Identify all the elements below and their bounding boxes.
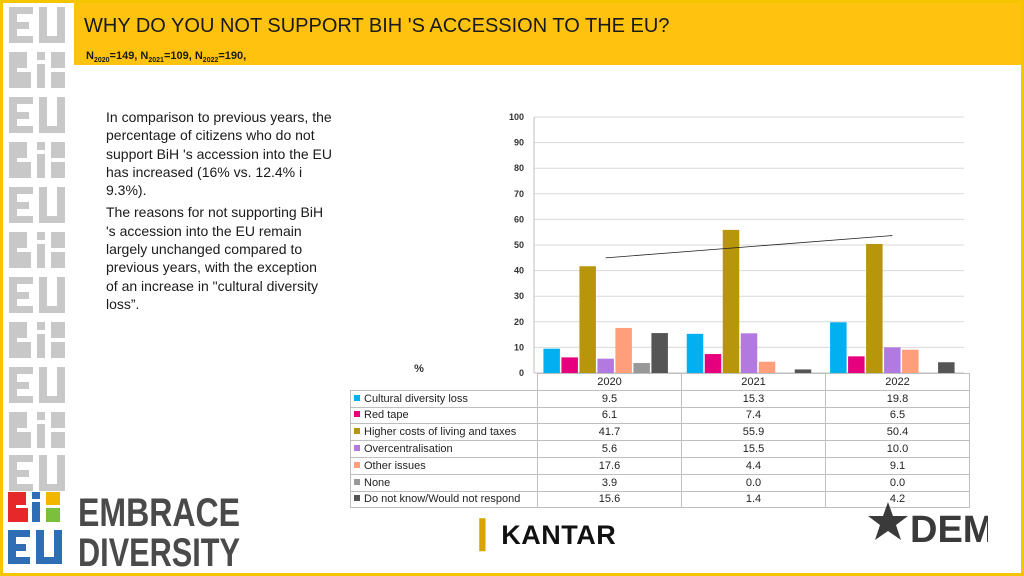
table-cell: 15.6 xyxy=(537,490,682,509)
commentary-paragraph-1: In comparison to previous years, the per… xyxy=(106,109,333,199)
table-cell: 19.8 xyxy=(825,389,970,408)
series-label: Higher costs of living and taxes xyxy=(350,423,538,442)
bar-2021-2 xyxy=(722,229,740,373)
y-tick-label: 40 xyxy=(514,266,524,276)
table-cell: 1.4 xyxy=(681,490,826,509)
table-row: Do not know/Would not respond 15.6 1.4 4.2 xyxy=(350,490,970,509)
series-label: Overcentralisation xyxy=(350,440,538,458)
bar-chart: 0 10 20 30 40 50 60 70 80 90 100% xyxy=(414,112,964,378)
bar-2020-1 xyxy=(561,357,578,373)
legend-swatch xyxy=(354,495,360,502)
kantar-logo: ▎KANTAR xyxy=(480,520,617,550)
table-header-row: 2020 2021 2022 xyxy=(351,373,970,391)
bar-2022-0 xyxy=(830,322,847,373)
bar-2021-4 xyxy=(758,361,776,373)
bar-2021-3 xyxy=(740,333,758,373)
series-label: Red tape xyxy=(350,406,538,425)
y-tick-label: 100 xyxy=(509,112,524,122)
table-row: Red tape 6.1 7.4 6.5 xyxy=(350,406,970,425)
bar-2020-3 xyxy=(597,358,614,373)
bih-eu-pattern-strip xyxy=(9,7,65,491)
bar-2021-6 xyxy=(794,369,812,373)
table-row: None 3.9 0.0 0.0 xyxy=(350,473,970,492)
star-icon xyxy=(868,502,908,540)
series-label: None xyxy=(350,473,538,492)
table-row: Overcentralisation 5.6 15.5 10.0 xyxy=(350,440,970,458)
column-header: 2021 xyxy=(681,373,826,391)
bar-2022-2 xyxy=(866,243,883,373)
header-bar: WHY DO YOU NOT SUPPORT BIH 'S ACCESSION … xyxy=(74,3,1021,65)
table-cell: 9.1 xyxy=(825,456,970,475)
series-label: Other issues xyxy=(350,456,538,475)
legend-swatch xyxy=(354,461,360,468)
table-cell: 50.4 xyxy=(825,423,970,442)
table-cell: 6.1 xyxy=(537,406,682,425)
y-axis-label: % xyxy=(414,363,424,375)
bar-2020-4 xyxy=(615,327,632,373)
kantar-mark-icon: ▎ xyxy=(480,520,502,550)
y-tick-label: 20 xyxy=(514,317,524,327)
table-cell: 4.4 xyxy=(681,456,826,475)
logo-text-embrace: EMBRACE xyxy=(78,491,240,535)
bar-2022-6 xyxy=(938,362,955,373)
series-label: Do not know/Would not respond xyxy=(350,490,538,509)
y-tick-label: 90 xyxy=(514,138,524,148)
bar-2020-6 xyxy=(651,333,668,373)
data-table: 2020 2021 2022 Cultural diversity loss 9.… xyxy=(350,373,970,509)
y-tick-label: 50 xyxy=(514,240,524,250)
bar-2022-3 xyxy=(884,347,901,373)
table-cell: 55.9 xyxy=(681,423,826,442)
trend-line xyxy=(605,235,893,259)
legend-swatch xyxy=(354,445,360,452)
table-cell: 0.0 xyxy=(825,473,970,492)
sample-size: N2020=149, N2021=109, N2022=190, xyxy=(86,50,247,65)
table-cell: 5.6 xyxy=(537,440,682,458)
table-row: Cultural diversity loss 9.5 15.3 19.8 xyxy=(350,389,970,408)
y-tick-label: 60 xyxy=(514,214,524,224)
table-cell: 15.3 xyxy=(681,389,826,408)
table-cell: 3.9 xyxy=(537,473,682,492)
table-cell: 15.5 xyxy=(681,440,826,458)
table-cell: 7.4 xyxy=(681,406,826,425)
y-tick-label: 10 xyxy=(514,342,524,352)
bar-2022-1 xyxy=(848,356,865,373)
embrace-diversity-logo: EMBRACE DIVERSITY xyxy=(8,491,240,570)
table-cell: 9.5 xyxy=(537,389,682,408)
legend-swatch xyxy=(354,411,360,418)
logo-text-diversity: DIVERSITY xyxy=(78,531,240,570)
dem-logo: DEM xyxy=(868,502,988,551)
bar-2020-2 xyxy=(579,266,596,373)
table-cell: 17.6 xyxy=(537,456,682,475)
y-tick-label: 30 xyxy=(514,291,524,301)
y-tick-label: 0 xyxy=(519,368,524,378)
legend-swatch xyxy=(354,394,360,401)
y-tick-label: 80 xyxy=(514,163,524,173)
bar-2020-5 xyxy=(633,363,650,373)
bar-2021-1 xyxy=(704,354,722,373)
legend-swatch xyxy=(354,478,360,485)
bar-2020-0 xyxy=(543,348,560,373)
table-cell: 4.2 xyxy=(825,490,970,509)
legend-swatch xyxy=(354,428,360,435)
dem-text: DEM xyxy=(910,509,988,551)
column-header: 2020 xyxy=(537,373,682,391)
table-cell: 41.7 xyxy=(537,423,682,442)
commentary-text: In comparison to previous years, the per… xyxy=(106,108,332,317)
table-cell: 10.0 xyxy=(825,440,970,458)
commentary-paragraph-2: The reasons for not supporting BiH 's ac… xyxy=(106,204,324,312)
table-cell: 0.0 xyxy=(681,473,826,492)
table-row: Other issues 17.6 4.4 9.1 xyxy=(350,456,970,475)
page-title: WHY DO YOU NOT SUPPORT BIH 'S ACCESSION … xyxy=(84,15,670,37)
series-label: Cultural diversity loss xyxy=(350,389,538,408)
bar-2021-0 xyxy=(686,333,704,373)
table-cell: 6.5 xyxy=(825,406,970,425)
table-corner xyxy=(351,374,538,391)
column-header: 2022 xyxy=(825,373,970,391)
bar-2022-4 xyxy=(902,349,919,373)
y-tick-label: 70 xyxy=(514,189,524,199)
table-row: Higher costs of living and taxes 41.7 55.9… xyxy=(350,423,970,442)
